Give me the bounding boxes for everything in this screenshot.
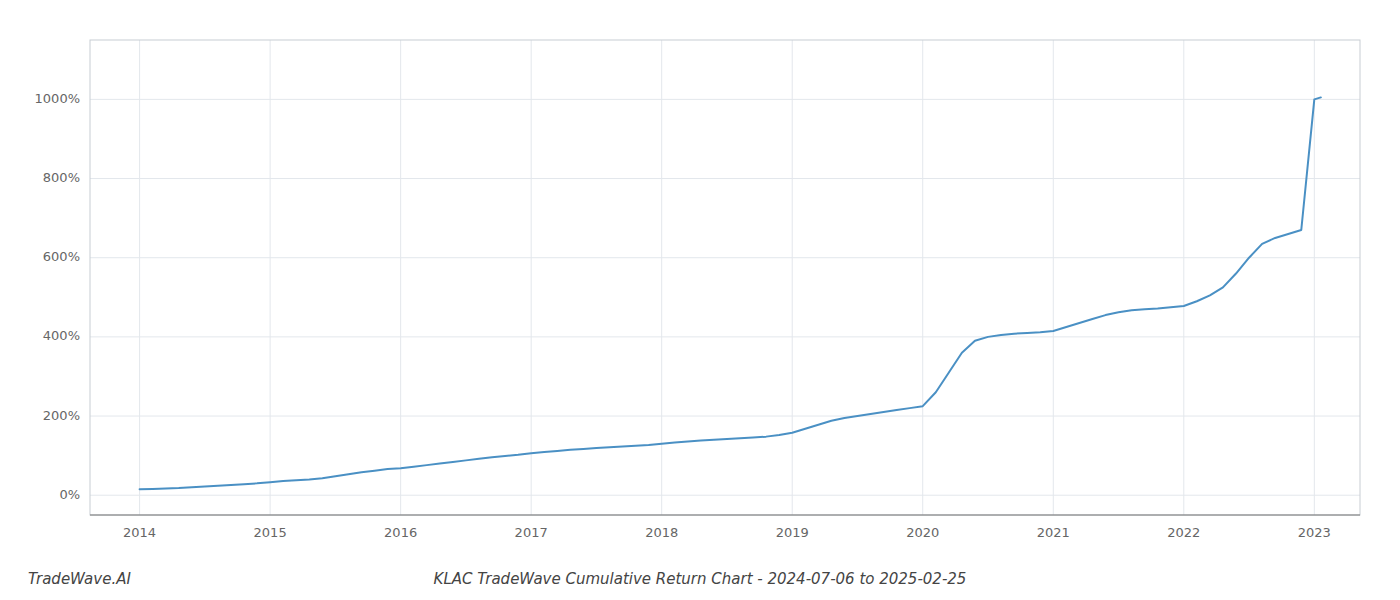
y-grid-line <box>90 416 1360 417</box>
x-grid-line <box>139 40 140 515</box>
x-grid-line <box>1183 40 1184 515</box>
grid <box>90 40 1360 515</box>
y-grid-line <box>90 495 1360 496</box>
x-grid-line <box>531 40 532 515</box>
x-tick-label: 2019 <box>776 525 809 540</box>
x-tick-label: 2020 <box>906 525 939 540</box>
y-tick-label: 600% <box>43 249 80 264</box>
y-grid-line <box>90 257 1360 258</box>
y-tick-label: 1000% <box>35 91 80 106</box>
x-tick-label: 2022 <box>1167 525 1200 540</box>
x-grid-line <box>400 40 401 515</box>
y-grid-line <box>90 99 1360 100</box>
x-tick-label: 2018 <box>645 525 678 540</box>
x-tick-label: 2016 <box>384 525 417 540</box>
chart: 0% 200% 400% 600% 800% 1000% 2014 2015 2016 2017 2… <box>0 0 1400 600</box>
y-tick-label: 400% <box>43 328 80 343</box>
series <box>140 97 1321 489</box>
x-tick-label: 2023 <box>1298 525 1331 540</box>
x-grid-line <box>792 40 793 515</box>
title: KLAC TradeWave Cumulative Return Chart -… <box>434 570 967 588</box>
y-tick-label: 800% <box>43 170 80 185</box>
y-tick-label: 200% <box>43 408 80 423</box>
x-grid-line <box>270 40 271 515</box>
x-tick-label: 2015 <box>254 525 287 540</box>
watermark: TradeWave.AI <box>28 570 131 588</box>
line <box>140 97 1321 489</box>
axes: 0% 200% 400% 600% 800% 1000% 2014 2015 2016 2017 2… <box>35 40 1360 540</box>
plot-frame <box>90 40 1360 515</box>
y-tick-label: 0% <box>59 487 80 502</box>
x-axis-line <box>90 515 1360 516</box>
x-grid-line <box>922 40 923 515</box>
y-grid-line <box>90 178 1360 179</box>
x-grid-line <box>1053 40 1054 515</box>
x-tick-label: 2021 <box>1037 525 1070 540</box>
y-grid-line <box>90 336 1360 337</box>
x-tick-label: 2017 <box>515 525 548 540</box>
x-tick-label: 2014 <box>123 525 156 540</box>
